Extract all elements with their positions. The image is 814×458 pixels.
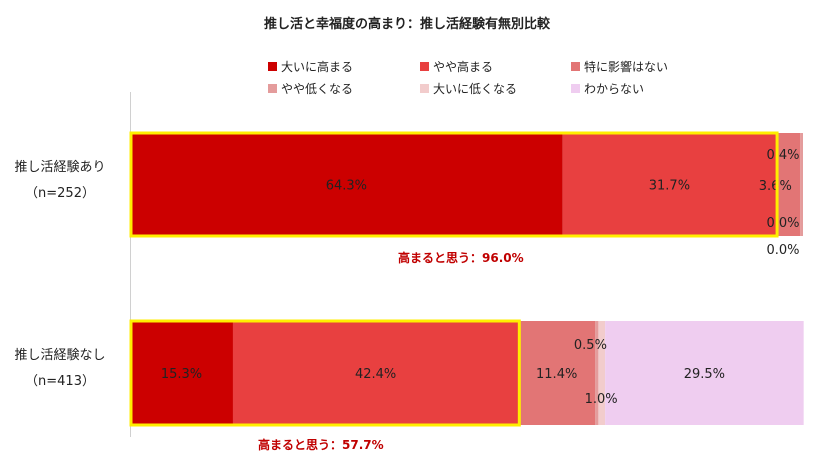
data-label: 3.6%: [759, 179, 792, 194]
data-label: 11.4%: [536, 367, 577, 382]
legend-item: わからない: [571, 80, 644, 97]
bar-segment: [776, 133, 801, 236]
legend-swatch: [420, 62, 429, 71]
legend-swatch: [420, 84, 429, 93]
legend-item: 大いに低くなる: [420, 80, 517, 97]
legend-item: やや高まる: [420, 58, 493, 75]
legend-label: やや低くなる: [281, 82, 354, 96]
legend-label: わからない: [584, 82, 645, 96]
bar-segment: [595, 321, 599, 425]
chart-title: 推し活と幸福度の高まり：推し活経験有無別比較: [263, 17, 550, 32]
bar-segment: [232, 321, 519, 425]
category-name: 推し活経験なし: [14, 348, 106, 363]
category-n: （n=413）: [25, 374, 95, 389]
category-n: （n=252）: [25, 186, 95, 201]
legend-item: やや低くなる: [268, 80, 353, 97]
legend-swatch: [268, 84, 277, 93]
data-label: 0.0%: [766, 216, 799, 231]
annotation-sum: 高まると思う：96.0%: [398, 251, 524, 265]
bar-segment: [518, 321, 596, 425]
data-label: 0.0%: [766, 243, 799, 258]
data-label: 1.0%: [585, 392, 618, 407]
highlight-box: [129, 319, 521, 427]
legend-label: 大いに高まる: [281, 60, 354, 74]
bar-segment: [800, 133, 803, 236]
annotation-sum: 高まると思う：57.7%: [258, 438, 384, 452]
legend-swatch: [268, 62, 277, 71]
y-axis-line: [130, 92, 131, 437]
data-label: 29.5%: [684, 367, 725, 382]
data-label: 31.7%: [649, 179, 690, 194]
bar-segment: [598, 321, 606, 425]
bar-segment: [130, 133, 563, 236]
highlight-box: [129, 131, 779, 238]
bar-segment: [130, 321, 233, 425]
data-label: 64.3%: [326, 179, 367, 194]
legend-label: 特に影響はない: [584, 60, 669, 74]
bar-segment: [605, 321, 804, 425]
legend-swatch: [571, 62, 580, 71]
legend-swatch: [571, 84, 580, 93]
category-label: 推し活経験なし （n=413）: [0, 343, 120, 395]
legend-label: 大いに低くなる: [433, 82, 518, 96]
category-name: 推し活経験あり: [14, 160, 106, 175]
legend-item: 特に影響はない: [571, 58, 668, 75]
bar-segment: [562, 133, 777, 236]
data-label: 42.4%: [355, 367, 396, 382]
legend-label: やや高まる: [433, 60, 494, 74]
legend-item: 大いに高まる: [268, 58, 353, 75]
category-label: 推し活経験あり （n=252）: [0, 155, 120, 207]
data-label: 0.4%: [766, 148, 799, 163]
data-label: 0.5%: [574, 338, 607, 353]
data-label: 15.3%: [161, 367, 202, 382]
